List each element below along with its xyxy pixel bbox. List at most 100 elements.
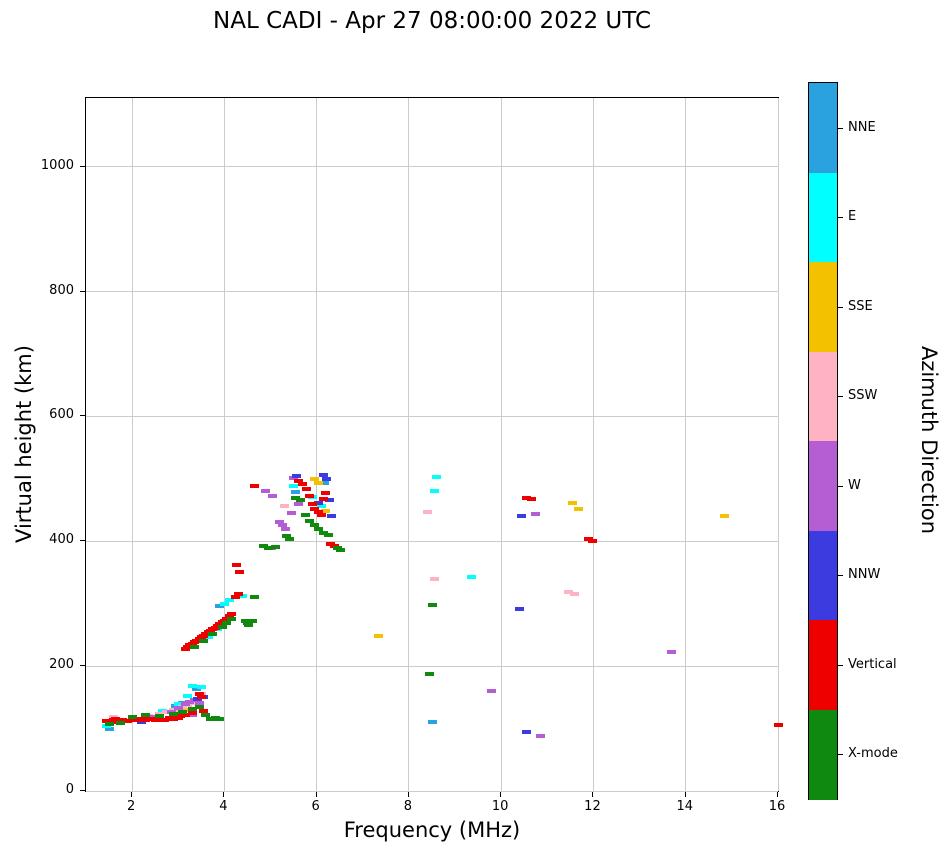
scatter-point [180, 702, 190, 707]
scatter-point [309, 523, 319, 528]
scatter-point [309, 477, 319, 482]
scatter-point [291, 489, 301, 494]
scatter-point [319, 530, 329, 535]
scatter-point [427, 720, 437, 725]
scatter-point [279, 504, 289, 509]
gridline-vertical [500, 98, 502, 791]
scatter-point [281, 527, 291, 532]
gridline-vertical [408, 98, 410, 791]
scatter-point [194, 700, 204, 705]
scatter-point [240, 619, 250, 624]
x-tick-label: 4 [219, 799, 228, 814]
scatter-point [568, 500, 578, 505]
scatter-point [155, 714, 165, 719]
gridline-vertical [777, 98, 779, 791]
scatter-point [429, 576, 439, 581]
scatter-point [219, 601, 229, 606]
colorbar-tick-mark [838, 575, 843, 577]
scatter-point [178, 710, 188, 715]
scatter-point [194, 705, 204, 710]
scatter-point [289, 483, 299, 488]
scatter-point [573, 507, 583, 512]
colorbar-segment-e [809, 172, 837, 263]
scatter-point [314, 501, 324, 506]
gridline-horizontal [86, 166, 778, 168]
scatter-point [667, 650, 677, 655]
scatter-point [243, 622, 253, 627]
y-axis-label: Virtual height (km) [12, 345, 36, 543]
gridline-horizontal [86, 540, 778, 542]
scatter-point [226, 611, 236, 616]
scatter-point [155, 716, 165, 721]
scatter-point [259, 544, 269, 549]
colorbar-tick-label: SSW [848, 388, 878, 404]
scatter-point [180, 712, 190, 717]
scatter-point [329, 543, 339, 548]
gridline-horizontal [86, 291, 778, 293]
scatter-point [374, 634, 384, 639]
gridline-horizontal [86, 415, 778, 417]
scatter-point [141, 713, 151, 718]
y-tick-label: 1000 [40, 157, 74, 173]
scatter-point [263, 545, 273, 550]
scatter-point [289, 476, 299, 481]
y-tick-mark [80, 165, 85, 167]
scatter-point [215, 604, 225, 609]
colorbar-tick-label: NNE [848, 119, 876, 135]
scatter-point [587, 539, 597, 544]
scatter-point [164, 715, 174, 720]
scatter-point [517, 514, 527, 519]
scatter-point [526, 496, 536, 501]
scatter-point [427, 602, 437, 607]
colorbar-segment-sse [809, 262, 837, 352]
scatter-point [305, 519, 315, 524]
scatter-point [196, 685, 206, 690]
scatter-point [210, 715, 220, 720]
colorbar [808, 82, 838, 800]
scatter-point [127, 715, 137, 720]
x-tick-mark [684, 792, 686, 797]
scatter-point [169, 717, 179, 722]
scatter-point [278, 523, 288, 528]
scatter-point [268, 493, 278, 498]
scatter-point [224, 614, 234, 619]
colorbar-tick-mark [838, 396, 843, 398]
y-tick-label: 0 [65, 782, 74, 797]
colorbar-tick-label: X-mode [848, 746, 898, 762]
scatter-point [111, 716, 121, 721]
scatter-point [136, 716, 146, 721]
y-tick-label: 400 [49, 532, 74, 548]
y-tick-mark [80, 790, 85, 791]
scatter-point [173, 705, 183, 710]
scatter-point [162, 710, 172, 715]
colorbar-tick-label: W [848, 477, 861, 493]
scatter-point [187, 707, 197, 712]
scatter-point [249, 595, 259, 600]
scatter-point [189, 700, 199, 705]
x-tick-mark [223, 792, 225, 797]
scatter-point [196, 695, 206, 700]
gridline-vertical [592, 98, 594, 791]
x-tick-mark [407, 792, 409, 797]
scatter-point [185, 699, 195, 704]
scatter-point [150, 718, 160, 723]
scatter-point [487, 689, 497, 694]
scatter-point [233, 592, 243, 597]
scatter-point [326, 514, 336, 519]
colorbar-tick-mark [838, 485, 843, 487]
y-tick-mark [80, 665, 85, 667]
colorbar-tick-mark [838, 306, 843, 308]
x-tick-mark [777, 792, 778, 797]
scatter-point [422, 509, 432, 514]
scatter-point [531, 512, 541, 517]
scatter-point [123, 719, 133, 724]
colorbar-tick-mark [838, 217, 843, 219]
colorbar-label: Azimuth Direction [917, 345, 941, 535]
scatter-point [203, 635, 213, 640]
scatter-point [208, 632, 218, 637]
gridline-horizontal [86, 790, 778, 792]
scatter-point [569, 591, 579, 596]
scatter-point [522, 495, 532, 500]
colorbar-tick-label: Vertical [848, 656, 897, 672]
